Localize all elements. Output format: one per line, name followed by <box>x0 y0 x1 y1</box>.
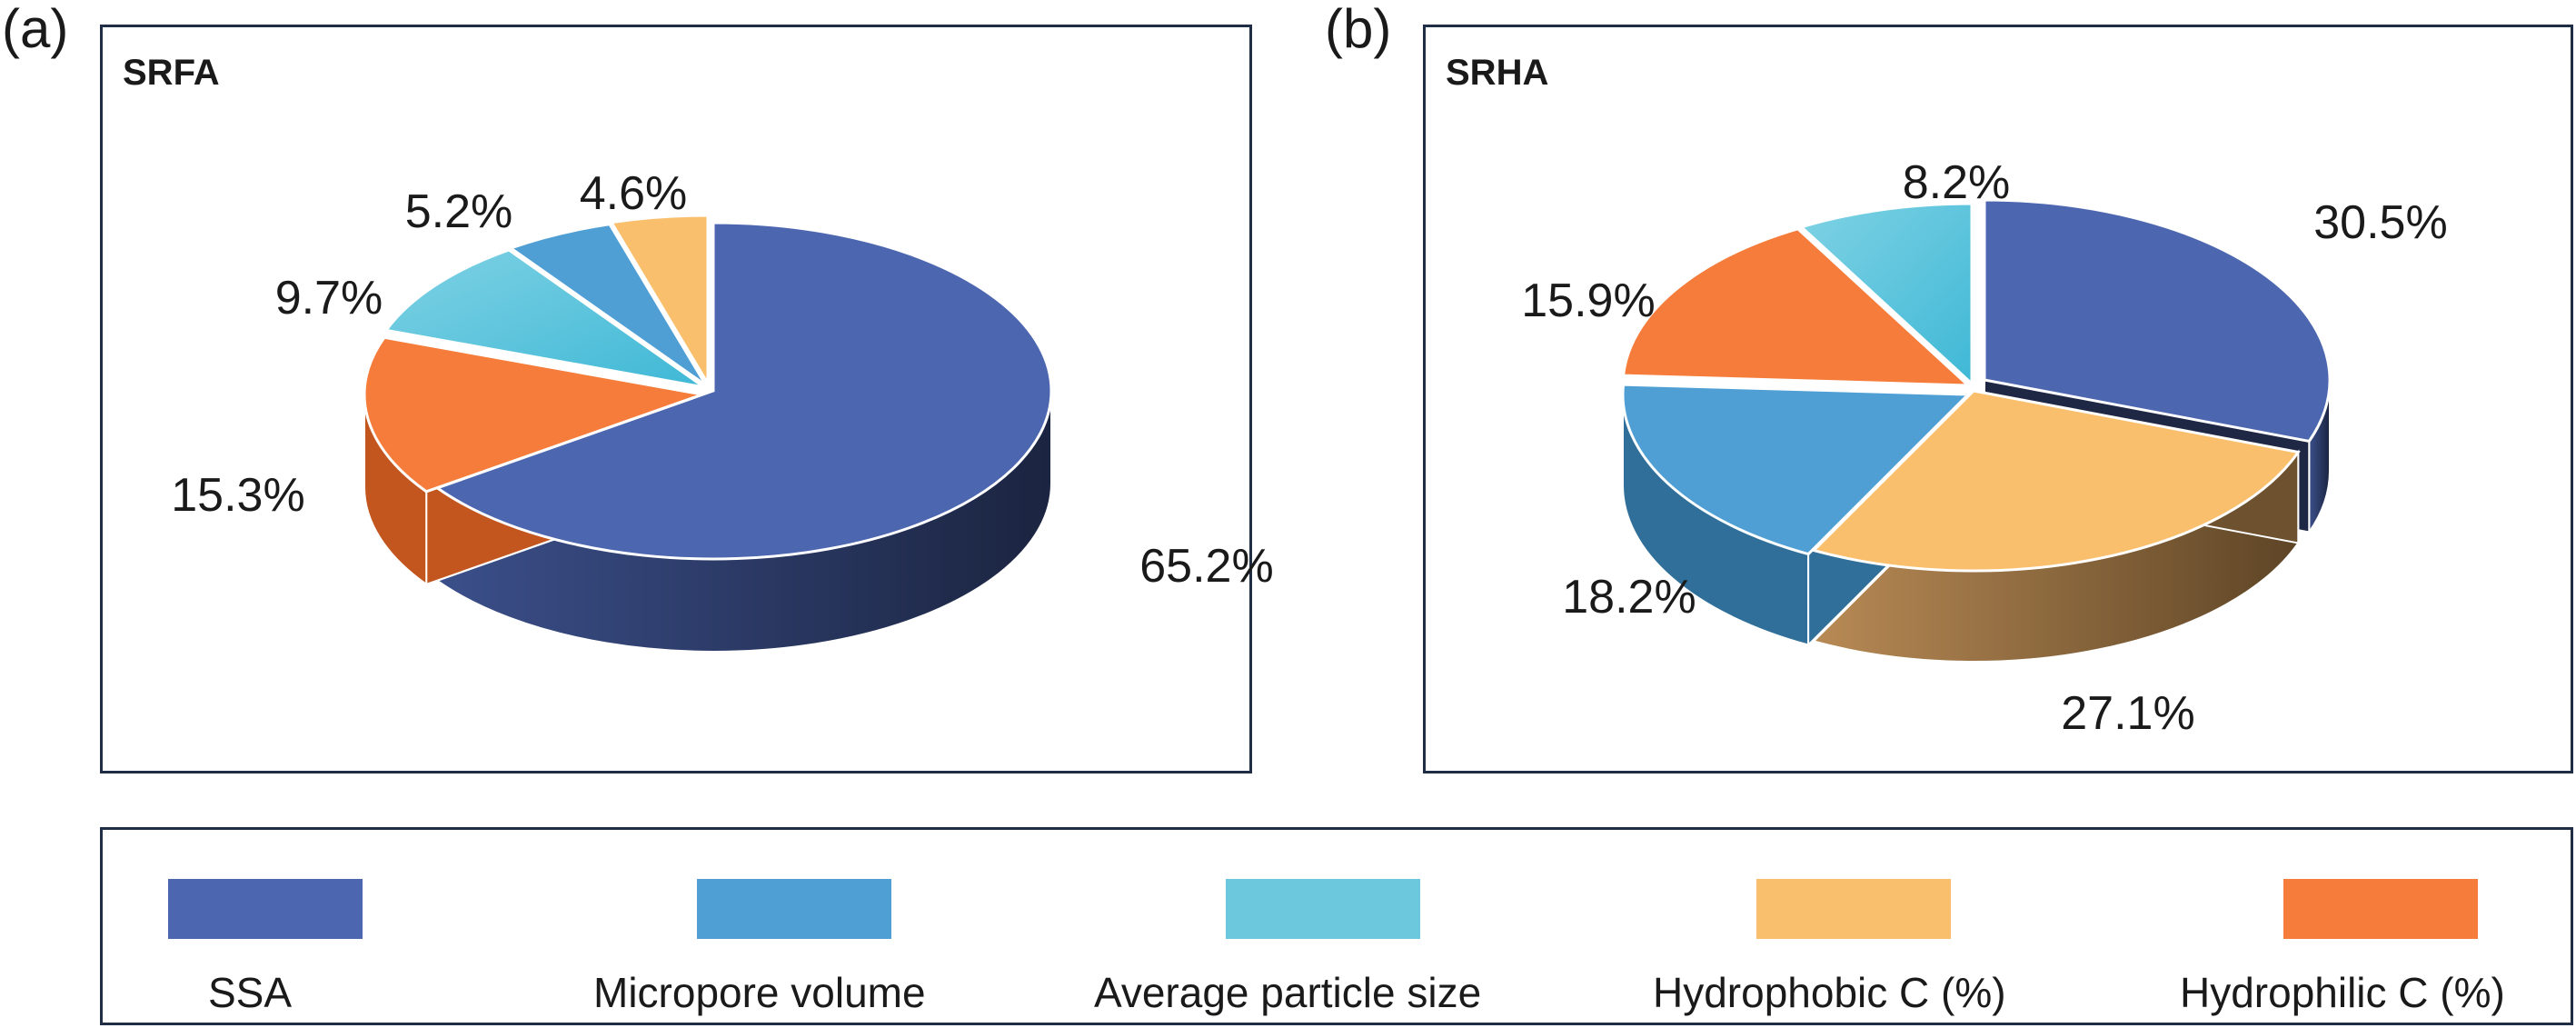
pie-srfa-slice-hydrophilic-c <box>363 335 708 494</box>
pie-srfa-slice-hydrophobic-c <box>609 214 710 389</box>
panel-letter-b: (b) <box>1325 0 1392 59</box>
pie-srfa-slice-micropore-volume <box>507 223 708 387</box>
pie-srha-label-ssa: 30.5% <box>2313 196 2447 249</box>
legend-label-average-particle-size: Average particle size <box>1094 969 1482 1016</box>
legend-swatch-hydrophobic-c <box>1756 879 1951 939</box>
pie-srha-slice-ssa <box>1983 198 2332 444</box>
pie-srha-label-hydrophilic-c: 15.9% <box>1521 274 1655 327</box>
panel-title-srfa: SRFA <box>123 53 220 93</box>
pie-srha-label-micropore-volume: 18.2% <box>1562 571 1696 624</box>
legend-label-hydrophilic-c: Hydrophilic C (%) <box>2180 969 2505 1016</box>
pie-srha-slice-micropore-volume <box>1621 383 1972 556</box>
legend-item-average-particle-size: Average particle size <box>1094 879 1644 1016</box>
panel-title-srha: SRHA <box>1446 53 1549 93</box>
pie-srfa-label-ssa: 65.2% <box>1139 540 1273 593</box>
legend-item-hydrophilic-c: Hydrophilic C (%) <box>2180 879 2576 1016</box>
pie-chart-srfa: 65.2% 15.3% 9.7% 5.2% 4.6% <box>171 167 1274 653</box>
legend-item-hydrophobic-c: Hydrophobic C (%) <box>1653 879 2174 1016</box>
pie-srfa-label-hydrophobic-c: 4.6% <box>580 167 688 220</box>
panel-letter-a: (a) <box>2 0 69 59</box>
legend-swatch-ssa <box>168 879 363 939</box>
legend-swatch-micropore-volume <box>697 879 891 939</box>
pie-chart-srha: 30.5% 27.1% 18.2% 15.9% 8.2% <box>1521 156 2447 740</box>
legend-swatch-hydrophilic-c <box>2283 879 2478 939</box>
legend: SSA Micropore volume Average particle si… <box>100 827 2573 1025</box>
pie-srha-slice-average-particle-size <box>1798 202 1974 387</box>
pie-srfa-label-average-particle-size: 9.7% <box>275 272 383 324</box>
pie-srha-slice-hydrophilic-c <box>1621 227 1972 387</box>
pie-srha-slice-hydrophobic-c <box>1811 389 2301 573</box>
pie-srfa-label-micropore-volume: 5.2% <box>405 185 513 238</box>
legend-label-hydrophobic-c: Hydrophobic C (%) <box>1653 969 2006 1016</box>
pie-srfa-slice-ssa <box>434 221 1053 561</box>
legend-label-micropore-volume: Micropore volume <box>593 969 926 1016</box>
pie-charts-canvas: 65.2% 15.3% 9.7% 5.2% 4.6% 30.5% 27.1% 18.2% 15… <box>171 156 2447 740</box>
pie-srha-label-average-particle-size: 8.2% <box>1903 156 2011 209</box>
legend-item-ssa: SSA <box>168 879 586 1016</box>
pie-srfa-slice-average-particle-size <box>383 248 705 389</box>
pie-srfa-label-hydrophilic-c: 15.3% <box>171 469 304 522</box>
legend-label-ssa: SSA <box>208 969 293 1016</box>
legend-swatch-average-particle-size <box>1226 879 1420 939</box>
pie-srha-label-hydrophobic-c: 27.1% <box>2061 687 2194 740</box>
legend-item-micropore-volume: Micropore volume <box>593 879 1115 1016</box>
